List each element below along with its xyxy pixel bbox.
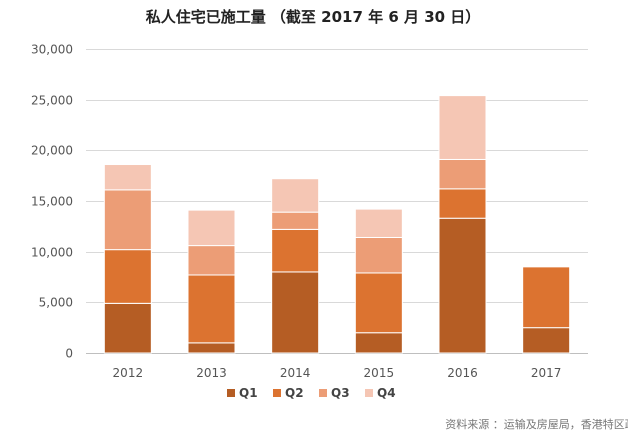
bar-segment-q1-2012: [103, 302, 152, 354]
bar-segment-q2-2015: [354, 272, 403, 334]
bar-segment-q3-2013: [187, 245, 236, 276]
x-tick-label: 2012: [113, 366, 144, 380]
bar-segment-q1-2015: [354, 332, 403, 354]
bar-segment-q4-2012: [103, 164, 152, 191]
legend-swatch-q3: [319, 389, 327, 397]
y-tick-label: 15,000: [31, 195, 73, 209]
bar-segment-q1-2013: [187, 342, 236, 354]
y-tick-label: 20,000: [31, 144, 73, 158]
bar-segment-q1-2014: [271, 271, 320, 354]
y-axis-ticks: 0 5,000 10,000 15,000 20,000 25,000 30,000: [31, 43, 73, 361]
y-tick-label: 0: [65, 347, 73, 361]
legend-label-q1: Q1: [239, 386, 258, 400]
x-tick-label: 2016: [447, 366, 478, 380]
bar-segment-q3-2012: [103, 189, 152, 251]
y-tick-label: 5,000: [39, 296, 73, 310]
legend-label-q3: Q3: [331, 386, 350, 400]
x-tick-label: 2015: [364, 366, 395, 380]
bar-segment-q3-2016: [438, 158, 487, 190]
y-tick-label: 30,000: [31, 43, 73, 57]
y-tick-label: 25,000: [31, 94, 73, 108]
bar-segment-q4-2016: [438, 95, 487, 160]
legend-swatch-q1: [227, 389, 235, 397]
legend-label-q2: Q2: [285, 386, 304, 400]
bar-segment-q2-2013: [187, 274, 236, 344]
bar-segment-q2-2014: [271, 228, 320, 273]
legend-label-q4: Q4: [377, 386, 396, 400]
x-tick-label: 2013: [196, 366, 227, 380]
legend-swatch-q4: [365, 389, 373, 397]
chart-title: 私人住宅已施工量 （截至 2017 年 6 月 30 日）: [145, 8, 481, 26]
bar-segment-q4-2014: [271, 178, 320, 213]
bar-segment-q2-2017: [522, 266, 571, 329]
bar-segment-q4-2015: [354, 208, 403, 238]
bar-segment-q1-2017: [522, 327, 571, 354]
bar-segment-q3-2015: [354, 236, 403, 274]
bars: [103, 95, 571, 354]
legend-swatch-q2: [273, 389, 281, 397]
gridlines: [86, 49, 588, 354]
bar-segment-q4-2013: [187, 209, 236, 247]
x-axis-ticks: 2012 2013 2014 2015 2016 2017: [113, 366, 562, 380]
y-tick-label: 10,000: [31, 246, 73, 260]
x-tick-label: 2014: [280, 366, 311, 380]
bar-segment-q1-2016: [438, 217, 487, 354]
legend: Q1 Q2 Q3 Q4: [227, 386, 396, 400]
bar-segment-q2-2016: [438, 188, 487, 219]
bar-segment-q2-2012: [103, 249, 152, 304]
bar-segment-q3-2014: [271, 211, 320, 230]
source-note: 资料来源 ：运输及房屋局，香港特区政府: [445, 417, 628, 431]
x-tick-label: 2017: [531, 366, 562, 380]
